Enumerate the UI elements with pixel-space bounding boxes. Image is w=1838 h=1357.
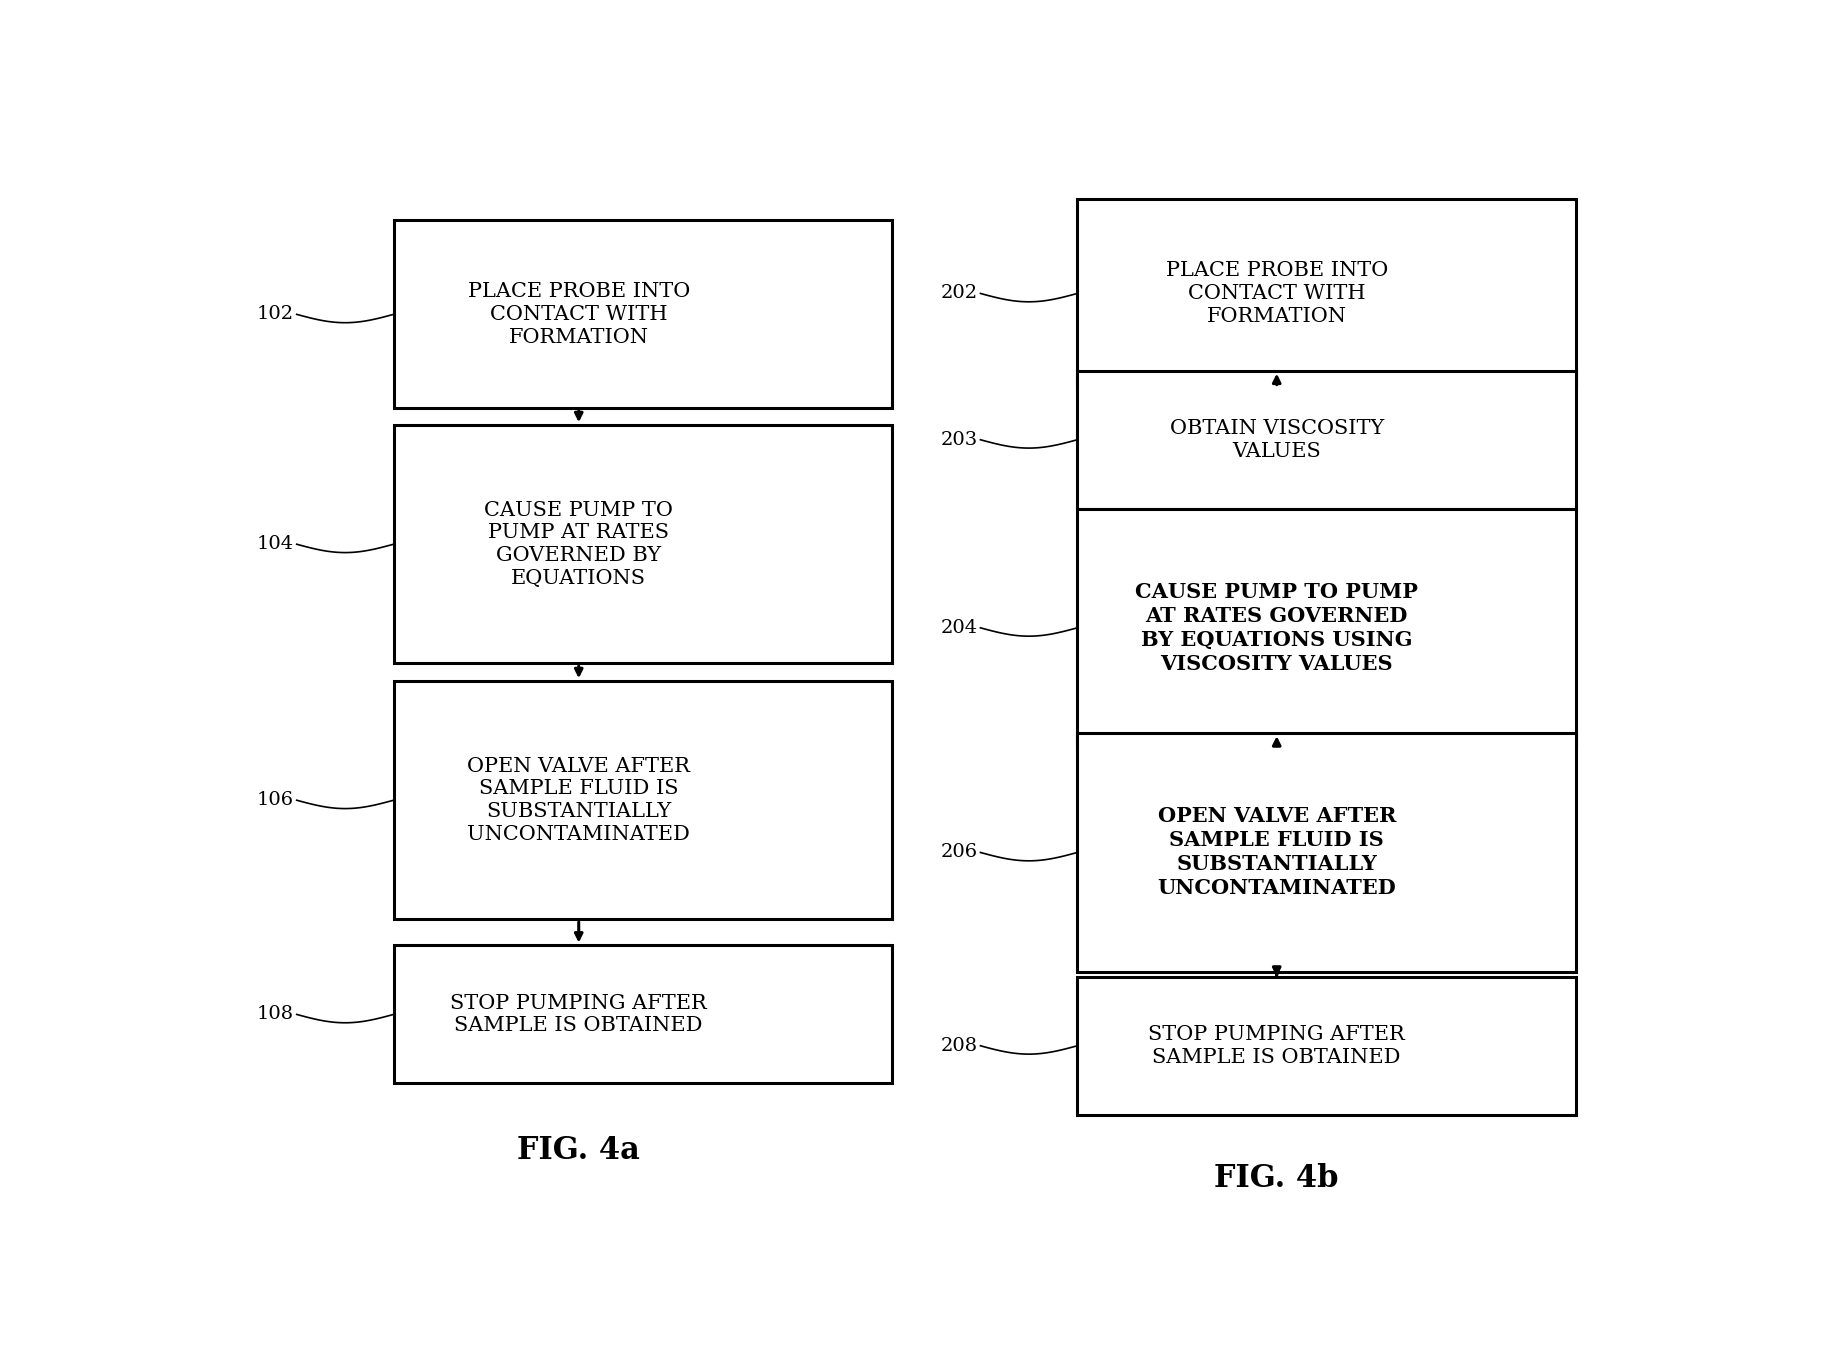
Text: 104: 104 [257, 535, 294, 554]
Text: CAUSE PUMP TO
PUMP AT RATES
GOVERNED BY
EQUATIONS: CAUSE PUMP TO PUMP AT RATES GOVERNED BY … [483, 501, 673, 588]
Text: OPEN VALVE AFTER
SAMPLE FLUID IS
SUBSTANTIALLY
UNCONTAMINATED: OPEN VALVE AFTER SAMPLE FLUID IS SUBSTAN… [467, 757, 691, 844]
Text: 202: 202 [941, 285, 978, 303]
Bar [393, 946, 891, 1083]
Bar [393, 681, 891, 919]
Text: 102: 102 [257, 305, 294, 323]
Bar [393, 425, 891, 664]
Bar [1077, 733, 1575, 972]
Text: 203: 203 [941, 430, 978, 449]
Text: PLACE PROBE INTO
CONTACT WITH
FORMATION: PLACE PROBE INTO CONTACT WITH FORMATION [1165, 261, 1388, 326]
Text: 204: 204 [941, 619, 978, 636]
Text: PLACE PROBE INTO
CONTACT WITH
FORMATION: PLACE PROBE INTO CONTACT WITH FORMATION [467, 282, 689, 346]
Text: STOP PUMPING AFTER
SAMPLE IS OBTAINED: STOP PUMPING AFTER SAMPLE IS OBTAINED [1149, 1025, 1404, 1067]
Text: 106: 106 [257, 791, 294, 809]
Bar [1077, 199, 1575, 388]
Text: OPEN VALVE AFTER
SAMPLE FLUID IS
SUBSTANTIALLY
UNCONTAMINATED: OPEN VALVE AFTER SAMPLE FLUID IS SUBSTAN… [1158, 806, 1397, 898]
Text: FIG. 4a: FIG. 4a [516, 1134, 640, 1166]
Text: FIG. 4b: FIG. 4b [1215, 1163, 1338, 1194]
Bar [1077, 509, 1575, 746]
Text: 108: 108 [257, 1006, 294, 1023]
Text: STOP PUMPING AFTER
SAMPLE IS OBTAINED: STOP PUMPING AFTER SAMPLE IS OBTAINED [450, 993, 708, 1035]
Text: 206: 206 [941, 844, 978, 862]
Bar [1077, 977, 1575, 1114]
Text: 208: 208 [941, 1037, 978, 1054]
Text: CAUSE PUMP TO PUMP
AT RATES GOVERNED
BY EQUATIONS USING
VISCOSITY VALUES: CAUSE PUMP TO PUMP AT RATES GOVERNED BY … [1136, 582, 1419, 674]
Bar [1077, 370, 1575, 509]
Bar [393, 220, 891, 408]
Text: OBTAIN VISCOSITY
VALUES: OBTAIN VISCOSITY VALUES [1169, 419, 1384, 460]
